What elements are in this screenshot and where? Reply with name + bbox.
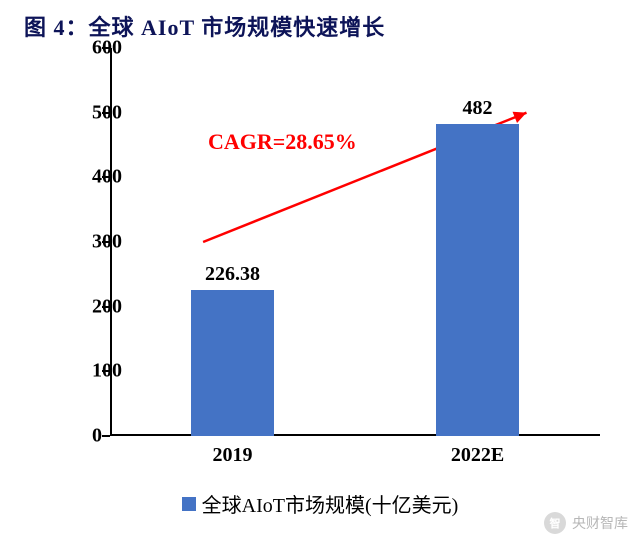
legend-swatch — [182, 497, 196, 511]
y-tick-label: 200 — [92, 295, 96, 318]
y-tick-label: 300 — [92, 231, 96, 254]
bar-value-label: 482 — [463, 97, 493, 120]
y-tick-label: 600 — [92, 37, 96, 60]
cagr-label: CAGR=28.65% — [208, 129, 357, 155]
figure: 图 4：全球 AIoT 市场规模快速增长 CAGR=28.65% 0100200… — [0, 0, 640, 536]
legend-label: 全球AIoT市场规模(十亿美元) — [202, 489, 459, 518]
watermark-text: 央财智库 — [572, 513, 628, 533]
figure-title: 图 4：全球 AIoT 市场规模快速增长 — [24, 10, 385, 42]
y-tick — [102, 435, 110, 437]
x-axis — [110, 434, 600, 436]
watermark-logo: 智 — [544, 512, 566, 534]
bar-value-label: 226.38 — [205, 263, 260, 286]
bar — [436, 124, 519, 436]
category-label: 2019 — [213, 444, 253, 467]
y-tick-label: 400 — [92, 166, 96, 189]
bar — [191, 290, 274, 436]
chart-plot-area: CAGR=28.65% 0100200300400500600226.38201… — [110, 48, 600, 436]
y-tick-label: 0 — [92, 425, 96, 448]
cagr-arrow — [110, 48, 600, 436]
watermark: 智 央财智库 — [544, 512, 628, 534]
y-tick-label: 100 — [92, 360, 96, 383]
category-label: 2022E — [451, 444, 504, 467]
y-tick-label: 500 — [92, 101, 96, 124]
